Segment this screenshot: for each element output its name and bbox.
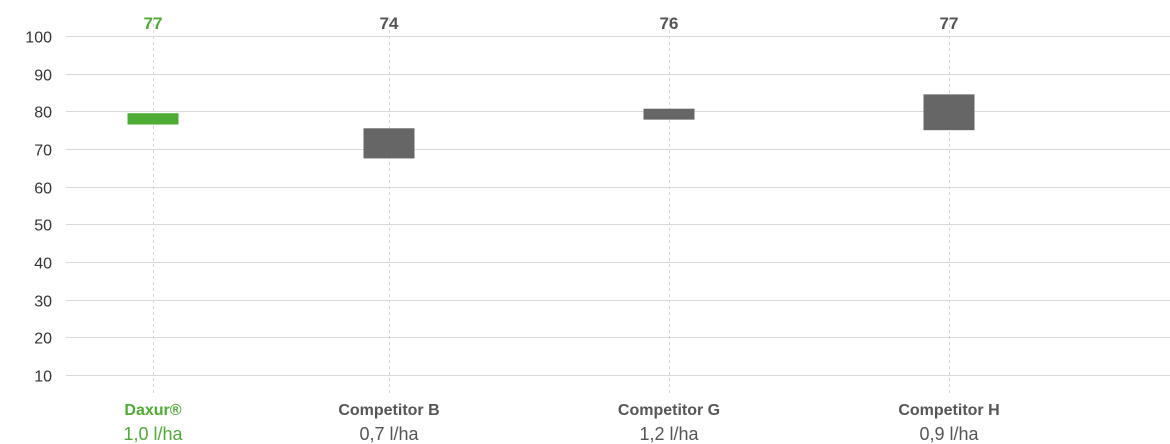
value-label-competitor-b: 74 bbox=[380, 14, 399, 33]
range-bar-competitor-h bbox=[923, 94, 975, 131]
value-label-competitor-g: 76 bbox=[660, 14, 679, 33]
category-rate-competitor-b: 0,7 l/ha bbox=[359, 424, 419, 444]
category-guides bbox=[153, 18, 950, 395]
y-tick-label-90: 90 bbox=[34, 68, 52, 85]
value-labels: 77 74 76 77 bbox=[144, 14, 959, 33]
y-tick-label-50: 50 bbox=[34, 218, 52, 235]
range-bar-competitor-b bbox=[363, 128, 415, 159]
category-rate-competitor-h: 0,9 l/ha bbox=[919, 424, 979, 444]
category-name-competitor-b: Competitor B bbox=[338, 402, 439, 419]
y-tick-label-30: 30 bbox=[34, 294, 52, 311]
y-tick-label-20: 20 bbox=[34, 331, 52, 348]
y-tick-label-60: 60 bbox=[34, 181, 52, 198]
category-rate-daxur: 1,0 l/ha bbox=[123, 424, 183, 444]
category-name-competitor-h: Competitor H bbox=[898, 402, 999, 419]
y-tick-label-70: 70 bbox=[34, 143, 52, 160]
y-tick-label-40: 40 bbox=[34, 256, 52, 273]
y-tick-label-10: 10 bbox=[34, 369, 52, 386]
y-axis-ticks: 10 20 30 40 50 60 70 80 90 100 bbox=[25, 30, 52, 386]
value-label-daxur: 77 bbox=[144, 14, 163, 33]
y-tick-label-80: 80 bbox=[34, 105, 52, 122]
range-bars bbox=[127, 94, 975, 159]
category-name-competitor-g: Competitor G bbox=[618, 402, 720, 419]
value-label-competitor-h: 77 bbox=[940, 14, 959, 33]
category-name-daxur: Daxur® bbox=[124, 402, 181, 419]
gridlines bbox=[66, 36, 1170, 376]
range-bar-daxur bbox=[127, 113, 179, 125]
range-bar-competitor-g bbox=[643, 108, 695, 120]
y-tick-label-100: 100 bbox=[25, 30, 52, 47]
category-rate-competitor-g: 1,2 l/ha bbox=[639, 424, 699, 444]
x-axis-labels: Daxur® 1,0 l/ha Competitor B 0,7 l/ha Compet… bbox=[123, 402, 999, 444]
